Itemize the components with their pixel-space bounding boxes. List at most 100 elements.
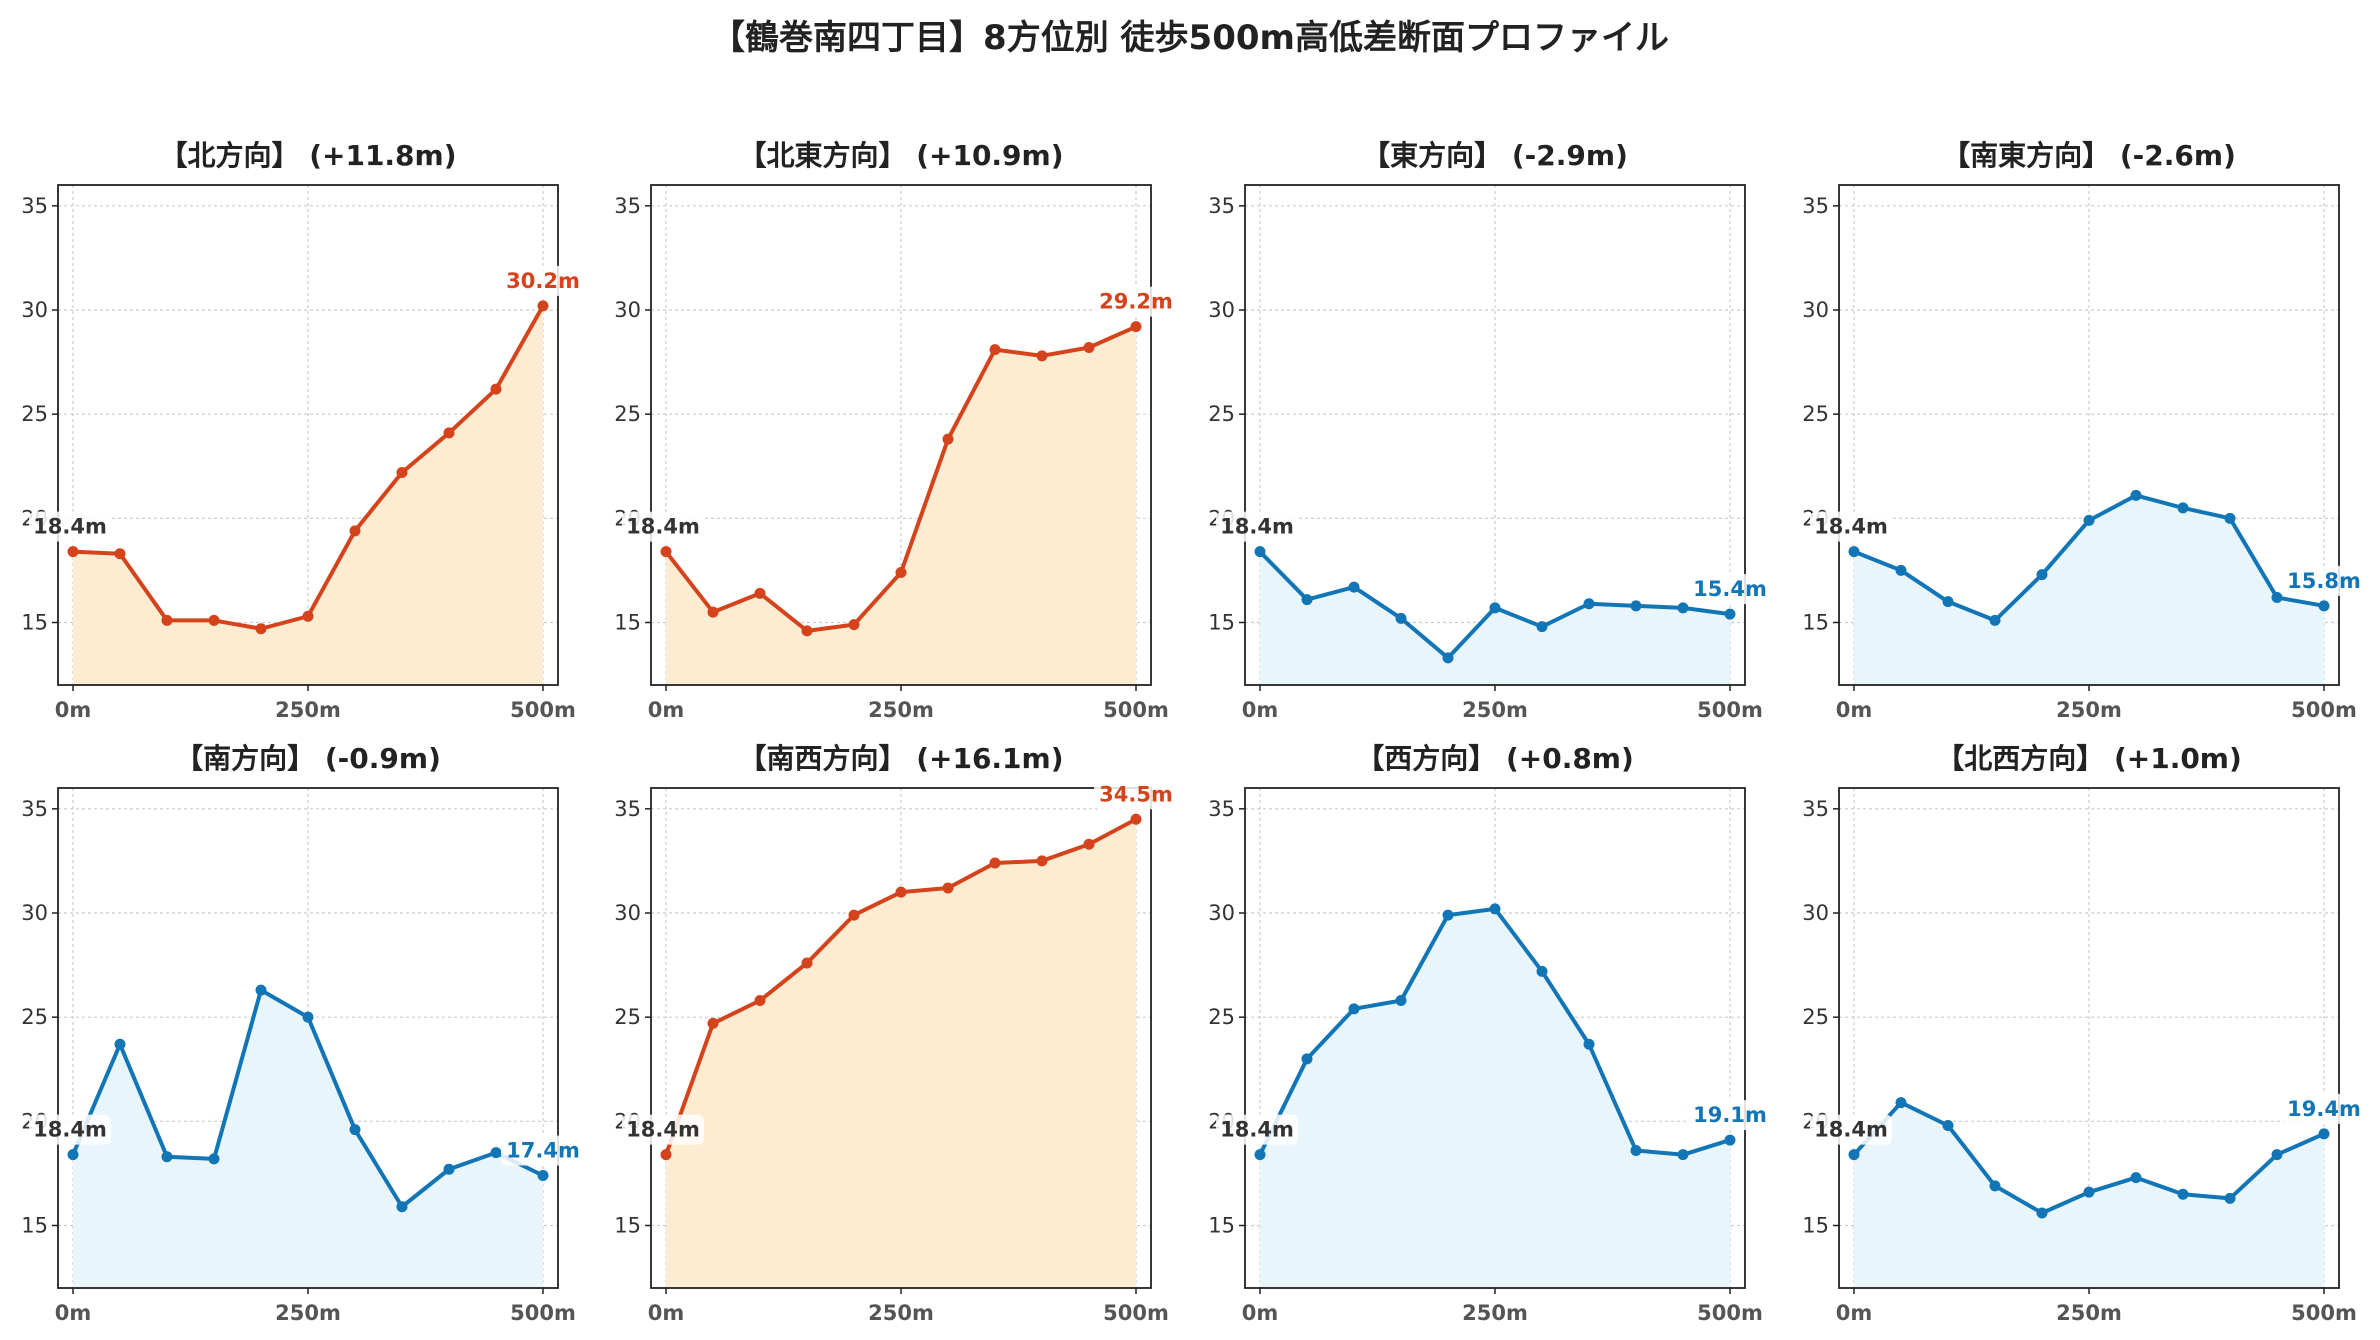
data-point: [396, 467, 408, 478]
data-point: [1942, 596, 1954, 608]
data-point: [2177, 1188, 2189, 1200]
y-tick-label: 35: [21, 797, 48, 821]
data-point: [1254, 1149, 1266, 1161]
data-point: [801, 625, 813, 637]
x-tick-label: 0m: [55, 698, 92, 722]
data-point: [1895, 1097, 1907, 1109]
data-point: [1130, 321, 1142, 333]
x-tick-label: 250m: [275, 698, 341, 722]
data-point: [1536, 621, 1548, 633]
data-point: [1848, 546, 1860, 558]
data-point: [754, 995, 766, 1006]
y-tick-label: 15: [21, 611, 48, 635]
y-tick-label: 35: [614, 194, 641, 218]
data-point: [396, 1201, 408, 1213]
x-tick-label: 250m: [275, 1301, 341, 1325]
y-tick-label: 25: [1802, 402, 1829, 426]
y-tick-label: 15: [1208, 611, 1235, 635]
data-point: [942, 433, 954, 445]
y-tick-label: 25: [614, 402, 641, 426]
data-point: [161, 1151, 173, 1163]
subplot-1: 【北方向】 (+11.8m)15202530350m250m500m18.4m3…: [21, 139, 585, 722]
end-label-box: [1094, 286, 1178, 317]
subplot-title: 【北方向】 (+11.8m): [159, 139, 456, 172]
data-point: [1083, 342, 1095, 353]
data-point: [114, 548, 126, 560]
data-point: [67, 546, 79, 558]
y-tick-label: 30: [1802, 901, 1829, 925]
y-tick-label: 25: [1802, 1005, 1829, 1029]
data-point: [1130, 813, 1142, 825]
x-tick-label: 0m: [1242, 698, 1279, 722]
end-elevation-label: 17.4m: [506, 1139, 580, 1163]
data-point: [942, 882, 954, 894]
data-point: [1583, 1038, 1595, 1050]
subplot-title: 【南東方向】 (-2.6m): [1942, 139, 2236, 172]
data-point: [2318, 600, 2330, 612]
end-elevation-label: 29.2m: [1099, 290, 1173, 314]
subplot-title: 【東方向】 (-2.9m): [1362, 139, 1628, 172]
y-tick-label: 15: [1208, 1214, 1235, 1238]
x-tick-label: 500m: [2291, 698, 2357, 722]
data-point: [1489, 602, 1501, 614]
y-tick-label: 25: [1208, 1005, 1235, 1029]
subplot-7: 【西方向】 (+0.8m)15202530350m250m500m18.4m19…: [1208, 742, 1772, 1325]
data-point: [1036, 350, 1048, 362]
elevation-area: [73, 305, 543, 685]
data-point: [1630, 1145, 1642, 1156]
y-tick-label: 35: [614, 797, 641, 821]
x-tick-label: 0m: [648, 698, 685, 722]
start-label-box: [29, 1114, 111, 1145]
data-point: [490, 1147, 502, 1159]
y-tick-label: 30: [614, 901, 641, 925]
data-point: [989, 857, 1001, 869]
data-point: [1677, 602, 1689, 614]
y-tick-label: 35: [1208, 194, 1235, 218]
subplot-title: 【北東方向】 (+10.9m): [738, 139, 1063, 172]
data-point: [537, 300, 549, 312]
end-label-box: [501, 265, 585, 296]
data-point: [707, 1017, 719, 1029]
data-point: [1442, 652, 1454, 664]
data-point: [660, 546, 672, 558]
end-label-box: [1688, 1100, 1772, 1131]
x-tick-label: 250m: [1462, 698, 1528, 722]
y-tick-label: 30: [614, 298, 641, 322]
data-point: [1536, 965, 1548, 977]
data-point: [1583, 598, 1595, 610]
data-point: [848, 619, 860, 631]
x-tick-label: 0m: [55, 1301, 92, 1325]
data-point: [1630, 600, 1642, 612]
data-point: [1036, 855, 1048, 867]
subplot-6: 【南西方向】 (+16.1m)15202530350m250m500m18.4m…: [614, 742, 1178, 1325]
data-point: [1724, 1134, 1736, 1146]
y-tick-label: 25: [1208, 402, 1235, 426]
subplot-2: 【北東方向】 (+10.9m)15202530350m250m500m18.4m…: [614, 139, 1178, 722]
data-point: [2318, 1128, 2330, 1140]
y-tick-label: 25: [21, 1005, 48, 1029]
end-label-box: [2282, 1093, 2366, 1124]
start-label-box: [1216, 511, 1298, 542]
x-tick-label: 500m: [510, 1301, 576, 1325]
subplot-3: 【東方向】 (-2.9m)15202530350m250m500m18.4m15…: [1208, 139, 1772, 722]
data-point: [443, 1163, 455, 1175]
data-point: [302, 610, 314, 622]
data-point: [2130, 1172, 2142, 1184]
subplot-5: 【南方向】 (-0.9m)15202530350m250m500m18.4m17…: [21, 742, 585, 1325]
y-tick-label: 35: [21, 194, 48, 218]
y-tick-label: 30: [21, 901, 48, 925]
start-elevation-label: 18.4m: [626, 515, 700, 539]
x-tick-label: 0m: [1242, 1301, 1279, 1325]
data-point: [895, 567, 907, 578]
data-point: [349, 525, 361, 537]
data-point: [1348, 1003, 1360, 1015]
data-point: [443, 427, 455, 439]
end-elevation-label: 15.8m: [2287, 569, 2361, 593]
data-point: [660, 1149, 672, 1161]
data-point: [2224, 512, 2236, 524]
start-elevation-label: 18.4m: [1814, 515, 1888, 539]
subplot-title: 【西方向】 (+0.8m): [1356, 742, 1634, 775]
start-label-box: [1216, 1114, 1298, 1145]
start-label-box: [622, 1114, 704, 1145]
